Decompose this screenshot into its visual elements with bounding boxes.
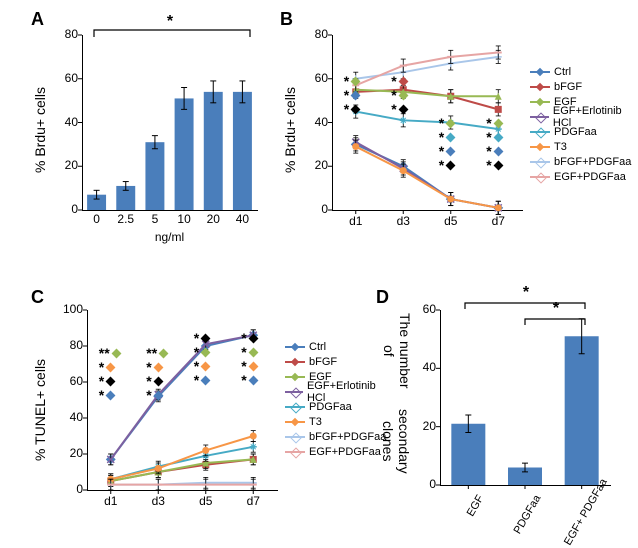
legend-item: T3 (530, 140, 638, 154)
d-ylabel-line1: The number of (381, 310, 413, 392)
c-legend: CtrlbFGFEGFEGF+Erlotinib HClPDGFaaT3bFGF… (285, 340, 388, 460)
legend-item: T3 (285, 415, 388, 429)
legend-item: EGF+PDGFaa (530, 170, 638, 184)
b-legend: CtrlbFGFEGFEGF+Erlotinib HClPDGFaaT3bFGF… (530, 65, 638, 185)
legend-item: EGF+Erlotinib HCl (530, 110, 638, 124)
a-ylabel: % Brdu+ cells (32, 55, 48, 205)
d-ylabel: The number of secondary clones (380, 310, 416, 490)
legend-item: Ctrl (285, 340, 388, 354)
d-ylabel-line2: secondary clones (380, 392, 412, 490)
legend-item: bFGF+PDGFaa (285, 430, 388, 444)
panel-b: % Brdu+ cells 020406080 d1d3d5d7 *******… (282, 15, 638, 255)
legend-item: Ctrl (530, 65, 638, 79)
b-ylabel: % Brdu+ cells (282, 55, 298, 205)
a-xunit: ng/ml (82, 230, 257, 244)
legend-item: EGF+PDGFaa (285, 445, 388, 459)
a-sig-star: * (162, 13, 178, 31)
panel-d: The number of secondary clones 0204060 E… (378, 300, 638, 547)
d-sig-star-1: * (518, 284, 534, 302)
a-svg (82, 35, 257, 210)
legend-item: bFGF (285, 355, 388, 369)
d-sig-star-2: * (548, 300, 564, 318)
panel-a: % Brdu+ cells 020406080 02.55102040 ng/m… (32, 15, 262, 255)
legend-item: bFGF (530, 80, 638, 94)
legend-item: bFGF+PDGFaa (530, 155, 638, 169)
legend-item: EGF+Erlotinib HCl (285, 385, 388, 399)
panel-c: % TUNEL+ cells 020406080100 d1d3d5d7 ***… (32, 300, 388, 547)
c-ylabel: % TUNEL+ cells (32, 330, 48, 490)
